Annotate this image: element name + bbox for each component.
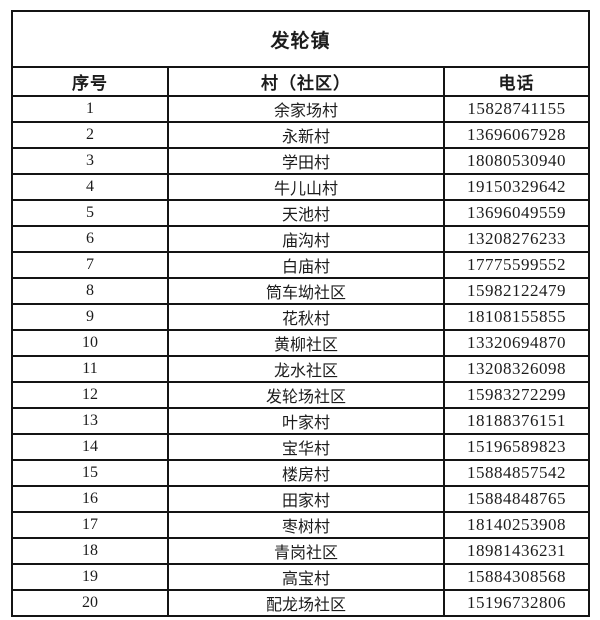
column-header-phone: 电话 — [443, 66, 590, 97]
cell-phone: 17775599552 — [443, 251, 590, 279]
cell-village: 学田村 — [167, 147, 445, 175]
table-title: 发轮镇 — [11, 10, 590, 68]
table-row: 8 筒车坳社区 15982122479 — [11, 277, 590, 305]
cell-index: 15 — [11, 459, 169, 487]
cell-phone: 15983272299 — [443, 381, 590, 409]
cell-village: 永新村 — [167, 121, 445, 149]
cell-village: 高宝村 — [167, 563, 445, 591]
table-row: 16 田家村 15884848765 — [11, 485, 590, 513]
cell-phone: 15884857542 — [443, 459, 590, 487]
cell-village: 余家场村 — [167, 95, 445, 123]
title-row: 发轮镇 — [11, 10, 590, 68]
cell-index: 10 — [11, 329, 169, 357]
cell-index: 20 — [11, 589, 169, 617]
table-row: 14 宝华村 15196589823 — [11, 433, 590, 461]
cell-index: 14 — [11, 433, 169, 461]
cell-phone: 18080530940 — [443, 147, 590, 175]
table-row: 4 牛儿山村 19150329642 — [11, 173, 590, 201]
cell-village: 天池村 — [167, 199, 445, 227]
cell-index: 3 — [11, 147, 169, 175]
cell-phone: 18981436231 — [443, 537, 590, 565]
table-body: 1 余家场村 15828741155 2 永新村 13696067928 3 学田村 18080… — [11, 95, 590, 617]
table-row: 2 永新村 13696067928 — [11, 121, 590, 149]
cell-village: 宝华村 — [167, 433, 445, 461]
cell-index: 7 — [11, 251, 169, 279]
cell-village: 楼房村 — [167, 459, 445, 487]
table-row: 1 余家场村 15828741155 — [11, 95, 590, 123]
contact-table: 发轮镇 序号 村（社区） 电话 1 余家场村 15828741155 2 永新村 1369… — [11, 10, 590, 617]
cell-phone: 15884308568 — [443, 563, 590, 591]
cell-village: 黄柳社区 — [167, 329, 445, 357]
cell-phone: 15196589823 — [443, 433, 590, 461]
cell-index: 17 — [11, 511, 169, 539]
cell-index: 11 — [11, 355, 169, 383]
cell-village: 叶家村 — [167, 407, 445, 435]
cell-index: 2 — [11, 121, 169, 149]
column-header-index: 序号 — [11, 66, 169, 97]
cell-index: 13 — [11, 407, 169, 435]
cell-village: 配龙场社区 — [167, 589, 445, 617]
cell-village: 龙水社区 — [167, 355, 445, 383]
cell-index: 4 — [11, 173, 169, 201]
cell-village: 庙沟村 — [167, 225, 445, 253]
cell-phone: 18188376151 — [443, 407, 590, 435]
table-row: 12 发轮场社区 15983272299 — [11, 381, 590, 409]
cell-phone: 13208326098 — [443, 355, 590, 383]
cell-village: 发轮场社区 — [167, 381, 445, 409]
cell-phone: 13696067928 — [443, 121, 590, 149]
table-row: 17 枣树村 18140253908 — [11, 511, 590, 539]
cell-village: 牛儿山村 — [167, 173, 445, 201]
table-row: 19 高宝村 15884308568 — [11, 563, 590, 591]
header-row: 序号 村（社区） 电话 — [11, 66, 590, 97]
cell-village: 白庙村 — [167, 251, 445, 279]
cell-phone: 13208276233 — [443, 225, 590, 253]
cell-phone: 19150329642 — [443, 173, 590, 201]
table-row: 15 楼房村 15884857542 — [11, 459, 590, 487]
cell-index: 9 — [11, 303, 169, 331]
cell-phone: 13696049559 — [443, 199, 590, 227]
table-row: 3 学田村 18080530940 — [11, 147, 590, 175]
table-row: 18 青岗社区 18981436231 — [11, 537, 590, 565]
cell-index: 12 — [11, 381, 169, 409]
cell-phone: 15884848765 — [443, 485, 590, 513]
table-row: 7 白庙村 17775599552 — [11, 251, 590, 279]
cell-index: 18 — [11, 537, 169, 565]
cell-phone: 13320694870 — [443, 329, 590, 357]
table-row: 20 配龙场社区 15196732806 — [11, 589, 590, 617]
column-header-village: 村（社区） — [167, 66, 445, 97]
cell-index: 6 — [11, 225, 169, 253]
cell-phone: 18108155855 — [443, 303, 590, 331]
cell-index: 1 — [11, 95, 169, 123]
cell-index: 19 — [11, 563, 169, 591]
cell-phone: 15982122479 — [443, 277, 590, 305]
table-row: 5 天池村 13696049559 — [11, 199, 590, 227]
cell-phone: 18140253908 — [443, 511, 590, 539]
cell-village: 筒车坳社区 — [167, 277, 445, 305]
table-row: 11 龙水社区 13208326098 — [11, 355, 590, 383]
table-row: 13 叶家村 18188376151 — [11, 407, 590, 435]
cell-village: 田家村 — [167, 485, 445, 513]
cell-index: 16 — [11, 485, 169, 513]
table-row: 6 庙沟村 13208276233 — [11, 225, 590, 253]
cell-index: 5 — [11, 199, 169, 227]
cell-index: 8 — [11, 277, 169, 305]
cell-village: 花秋村 — [167, 303, 445, 331]
cell-village: 枣树村 — [167, 511, 445, 539]
cell-phone: 15828741155 — [443, 95, 590, 123]
table-row: 10 黄柳社区 13320694870 — [11, 329, 590, 357]
table-row: 9 花秋村 18108155855 — [11, 303, 590, 331]
cell-phone: 15196732806 — [443, 589, 590, 617]
cell-village: 青岗社区 — [167, 537, 445, 565]
